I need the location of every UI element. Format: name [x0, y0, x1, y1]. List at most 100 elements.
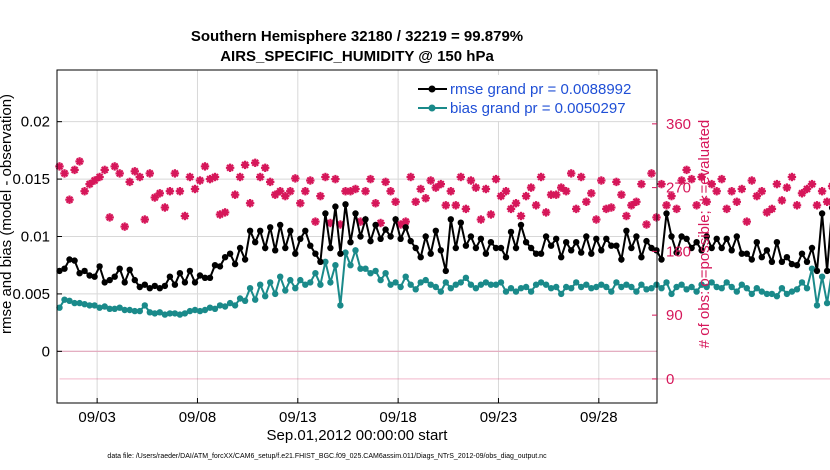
data-point	[111, 273, 118, 280]
data-point	[778, 285, 786, 292]
chart-subtitle: AIRS_SPECIFIC_HUMIDITY @ 150 hPa	[220, 48, 494, 65]
data-point	[241, 256, 249, 263]
obs-evaluated-marker	[607, 203, 616, 212]
y-right-tick-label: 90	[666, 307, 683, 324]
data-point	[186, 267, 194, 275]
data-point	[547, 285, 555, 292]
series-line	[59, 204, 830, 290]
obs-evaluated-marker	[491, 174, 501, 184]
obs-evaluated-marker	[612, 177, 621, 187]
obs-evaluated-marker	[436, 179, 445, 189]
obs-evaluated-marker	[772, 179, 782, 189]
obs-evaluated-marker	[577, 172, 586, 182]
obs-evaluated-marker	[80, 186, 89, 196]
data-point	[196, 307, 204, 315]
data-point	[262, 293, 269, 300]
obs-evaluated-marker	[316, 191, 325, 201]
obs-evaluated-marker	[175, 186, 185, 196]
data-point	[317, 258, 324, 265]
data-point	[402, 224, 409, 231]
data-point	[71, 299, 78, 307]
data-point	[312, 250, 319, 257]
obs-evaluated-marker	[752, 191, 761, 201]
data-point	[583, 233, 590, 240]
obs-evaluated-marker	[707, 179, 716, 189]
data-point	[267, 224, 274, 231]
data-point	[593, 283, 600, 291]
data-point	[578, 249, 585, 256]
data-point	[477, 235, 485, 242]
data-point	[106, 276, 113, 284]
data-point	[573, 239, 580, 246]
data-point	[176, 311, 184, 318]
y-tick-label: 0.02	[21, 114, 50, 131]
data-point	[231, 260, 239, 268]
data-point	[813, 267, 821, 275]
data-point	[136, 283, 143, 291]
data-point	[568, 247, 575, 254]
obs-evaluated-marker	[486, 210, 496, 219]
obs-evaluated-marker	[351, 184, 360, 194]
x-axis-label: Sep.01,2012 00:00:00 start	[267, 427, 449, 444]
data-point	[442, 267, 449, 275]
obs-evaluated-marker	[261, 163, 270, 173]
obs-evaluated-marker	[632, 197, 641, 207]
obs-evaluated-marker	[552, 190, 561, 199]
obs-evaluated-marker	[617, 190, 626, 199]
y-axis-right-ticks: 0 90 180 270 360	[652, 116, 691, 388]
data-point	[221, 254, 229, 261]
data-point	[803, 258, 811, 265]
data-point	[783, 290, 791, 298]
data-point	[146, 285, 153, 292]
data-point	[703, 283, 710, 291]
data-point	[713, 283, 720, 291]
data-point	[708, 279, 715, 286]
legend-bias-label: bias grand pr = 0.0050297	[450, 100, 626, 117]
data-point	[613, 279, 620, 286]
data-point	[337, 302, 344, 309]
data-point	[367, 270, 374, 277]
data-point	[763, 290, 771, 298]
y-right-tick-label: 360	[666, 116, 691, 133]
data-point	[452, 244, 459, 252]
data-point	[226, 250, 234, 257]
x-tick-label: 09/03	[78, 409, 116, 426]
data-point	[733, 288, 740, 295]
data-point	[522, 239, 530, 246]
data-point	[81, 267, 88, 275]
data-point	[728, 247, 735, 254]
obs-evaluated-marker	[712, 186, 721, 196]
data-point	[161, 282, 169, 290]
data-point	[658, 285, 665, 292]
data-point	[56, 304, 63, 311]
x-tick-label: 09/08	[179, 409, 217, 426]
obs-evaluated-marker	[245, 198, 255, 208]
data-point	[733, 233, 740, 240]
data-point	[96, 263, 103, 270]
data-point	[372, 221, 379, 229]
obs-evaluated-marker	[190, 184, 200, 194]
obs-evaluated-marker	[511, 198, 521, 208]
obs-evaluated-marker	[386, 186, 395, 196]
data-point	[608, 288, 615, 295]
obs-evaluated-marker	[276, 186, 285, 196]
data-point	[793, 262, 801, 269]
obs-evaluated-marker	[321, 172, 330, 182]
obs-evaluated-marker	[286, 186, 295, 196]
obs-evaluated-marker	[456, 172, 465, 182]
data-point	[532, 281, 540, 288]
data-point	[507, 228, 515, 236]
data-point	[467, 281, 475, 288]
data-point	[277, 221, 284, 229]
data-point	[613, 242, 620, 249]
data-point	[758, 254, 765, 261]
data-point	[287, 276, 294, 284]
data-point	[457, 279, 464, 286]
obs-evaluated-marker	[732, 197, 741, 207]
legend-rmse-marker	[428, 85, 436, 93]
data-point	[648, 244, 655, 252]
x-tick-label: 09/18	[379, 409, 417, 426]
data-point	[422, 233, 429, 240]
obs-evaluated-marker	[301, 186, 310, 196]
data-point	[156, 285, 163, 292]
